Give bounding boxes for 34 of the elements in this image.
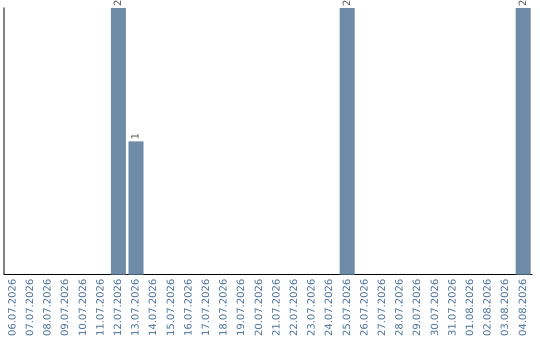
data-label: 2 [342, 0, 353, 6]
x-tick-label: 23.07.2026 [306, 278, 318, 336]
x-tick-label: 20.07.2026 [254, 278, 265, 336]
x-tick-label: 09.07.2026 [60, 278, 72, 336]
x-tick-label: 10.07.2026 [78, 278, 89, 336]
x-tick-label: 04.08.2026 [518, 278, 529, 336]
data-label: 1 [130, 132, 142, 140]
x-tick-label: 06.07.2026 [7, 278, 18, 336]
x-tick-label: 30.07.2026 [430, 278, 441, 336]
x-tick-label: 25.07.2026 [342, 278, 353, 336]
x-tick-label: 28.07.2026 [394, 278, 406, 336]
x-tick-label: 07.07.2026 [24, 278, 36, 336]
x-tick-label: 14.07.2026 [148, 278, 160, 336]
x-tick-label: 22.07.2026 [288, 278, 300, 336]
x-tick-label: 03.08.2026 [500, 278, 512, 336]
x-tick-label: 01.08.2026 [464, 278, 476, 336]
x-tick-label: 16.07.2026 [183, 278, 194, 336]
x-tick-label: 12.07.2026 [112, 278, 124, 336]
x-tick-label: 08.07.2026 [42, 278, 54, 336]
x-tick-label: 29.07.2026 [412, 278, 424, 336]
x-tick-label: 21.07.2026 [271, 278, 282, 336]
x-tick-label: 31.07.2026 [447, 278, 458, 336]
x-tick-label: 24.07.2026 [324, 278, 336, 336]
x-tick-label: 19.07.2026 [236, 278, 248, 336]
x-tick-label: 17.07.2026 [200, 278, 212, 336]
x-tick-label: 26.07.2026 [359, 278, 370, 336]
x-tick-label: 13.07.2026 [130, 278, 142, 336]
data-label: 2 [112, 0, 124, 6]
x-tick-label: 18.07.2026 [218, 278, 230, 336]
x-tick-label: 15.07.2026 [166, 278, 177, 336]
data-label: 2 [518, 0, 529, 6]
x-tick-label: 27.07.2026 [376, 278, 388, 336]
x-tick-label: 02.08.2026 [482, 278, 494, 336]
x-tick-label: 11.07.2026 [95, 278, 106, 336]
